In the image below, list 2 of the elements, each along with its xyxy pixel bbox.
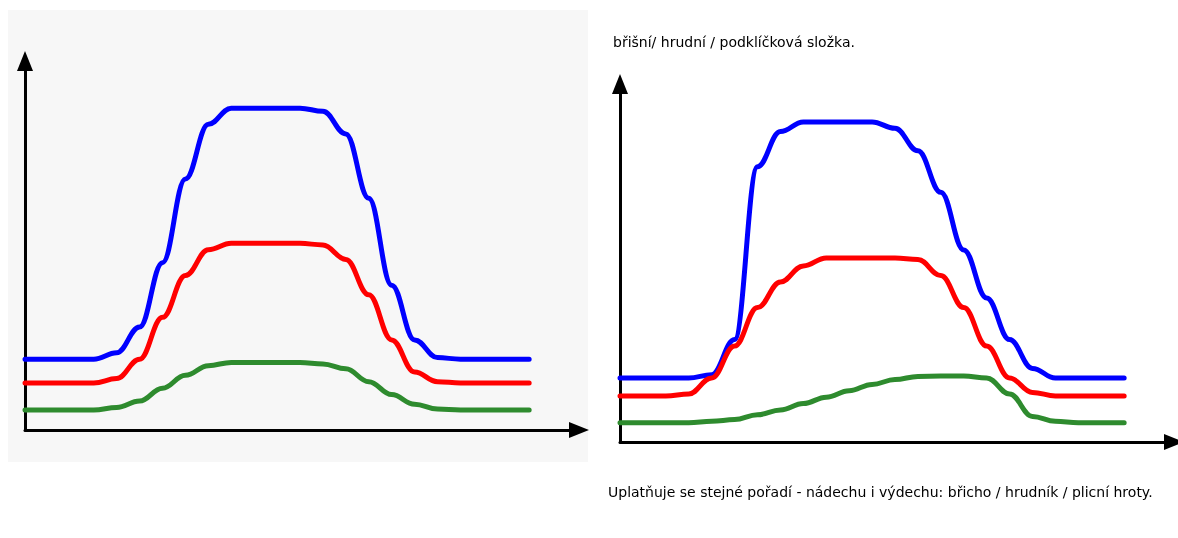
- text: Uplatňuje se stejné pořadí - nádechu i výdechu: břicho / hrudník / plicní hroty.: [608, 483, 1154, 502]
- chart-title: břišní/ hrudní / podklíčková složka.: [613, 34, 855, 50]
